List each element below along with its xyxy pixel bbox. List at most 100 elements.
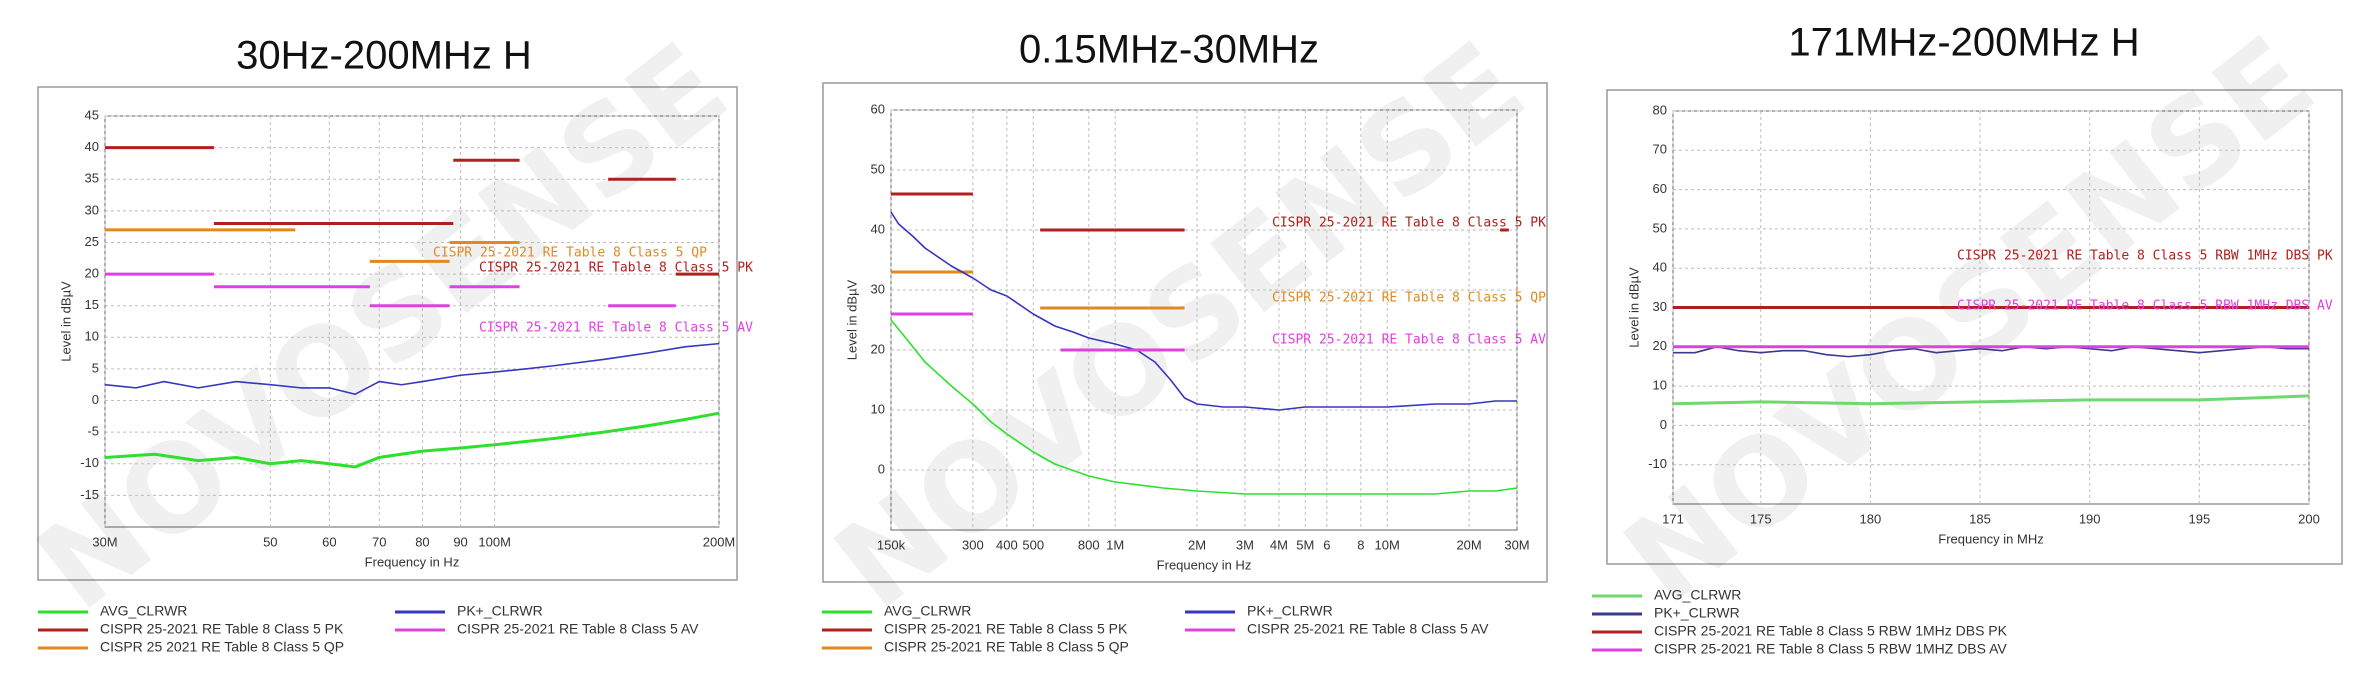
y-tick-label: 20 bbox=[85, 266, 99, 281]
y-tick-label: 35 bbox=[85, 171, 99, 186]
x-axis-label: Frequency in Hz bbox=[365, 554, 460, 569]
legend-label: CISPR 25-2021 RE Table 8 Class 5 QP bbox=[884, 639, 1129, 655]
x-tick-label: 20M bbox=[1456, 537, 1481, 552]
y-tick-label: 10 bbox=[1653, 378, 1667, 393]
series-line bbox=[104, 411, 720, 469]
x-tick-label: 200 bbox=[2298, 511, 2320, 526]
legend-label: PK+_CLRWR bbox=[1247, 603, 1333, 619]
x-tick-label: 70 bbox=[372, 534, 386, 549]
series-line bbox=[891, 312, 1185, 352]
legend-label: CISPR 25 2021 RE Table 8 Class 5 QP bbox=[100, 639, 344, 655]
legend-label: AVG_CLRWR bbox=[1654, 587, 1741, 603]
x-tick-label: 8 bbox=[1357, 537, 1364, 552]
y-tick-label: 20 bbox=[1653, 338, 1667, 353]
series-line bbox=[891, 270, 1185, 310]
x-tick-label: 100M bbox=[478, 534, 511, 549]
y-tick-label: 25 bbox=[85, 234, 99, 249]
legend-label: AVG_CLRWR bbox=[100, 603, 187, 619]
x-tick-label: 50 bbox=[263, 534, 277, 549]
legend-label: CISPR 25-2021 RE Table 8 Class 5 RBW 1MH… bbox=[1654, 641, 2007, 657]
legend-label: CISPR 25-2021 RE Table 8 Class 5 PK bbox=[884, 621, 1128, 637]
y-tick-label: 0 bbox=[878, 461, 885, 476]
x-axis-label: Frequency in Hz bbox=[1157, 557, 1252, 572]
y-tick-label: 20 bbox=[871, 341, 885, 356]
y-tick-label: 60 bbox=[1653, 181, 1667, 196]
annotation: CISPR 25-2021 RE Table 8 Class 5 RBW 1MH… bbox=[1957, 249, 2333, 264]
annotation: CISPR 25-2021 RE Table 8 Class 5 PK bbox=[479, 261, 753, 276]
chart-title: 171MHz-200MHz H bbox=[1788, 21, 2139, 65]
chart-title: 0.15MHz-30MHz bbox=[1019, 28, 1319, 72]
y-tick-label: -15 bbox=[80, 487, 99, 502]
x-tick-label: 200M bbox=[703, 534, 736, 549]
y-tick-label: 30 bbox=[85, 202, 99, 217]
y-tick-label: 60 bbox=[871, 101, 885, 116]
x-tick-label: 2M bbox=[1188, 537, 1206, 552]
y-tick-label: 10 bbox=[871, 401, 885, 416]
chart: 171MHz-200MHz HNOVOSENSE-100102030405060… bbox=[1592, 11, 2343, 657]
plot-area bbox=[890, 109, 1518, 531]
y-tick-label: 70 bbox=[1653, 142, 1667, 157]
legend-label: CISPR 25-2021 RE Table 8 Class 5 RBW 1MH… bbox=[1654, 623, 2008, 639]
x-tick-label: 5M bbox=[1296, 537, 1314, 552]
y-tick-label: 5 bbox=[92, 360, 99, 375]
x-tick-label: 30M bbox=[92, 534, 117, 549]
series-line bbox=[105, 228, 520, 263]
y-tick-label: -5 bbox=[87, 424, 99, 439]
x-tick-label: 180 bbox=[1860, 511, 1882, 526]
legend-label: CISPR 25-2021 RE Table 8 Class 5 AV bbox=[1247, 621, 1489, 637]
x-tick-label: 60 bbox=[322, 534, 336, 549]
x-tick-label: 6 bbox=[1323, 537, 1330, 552]
legend-label: CISPR 25-2021 RE Table 8 Class 5 PK bbox=[100, 621, 344, 637]
legend-label: PK+_CLRWR bbox=[457, 603, 543, 619]
annotation: CISPR 25-2021 RE Table 8 Class 5 AV bbox=[1272, 333, 1546, 348]
x-tick-label: 1M bbox=[1106, 537, 1124, 552]
x-tick-label: 300 bbox=[962, 537, 984, 552]
series-line bbox=[105, 272, 676, 308]
y-tick-label: 45 bbox=[85, 107, 99, 122]
annotation: CISPR 25-2021 RE Table 8 Class 5 QP bbox=[1272, 291, 1546, 306]
y-tick-label: 0 bbox=[1660, 417, 1667, 432]
legend-label: AVG_CLRWR bbox=[884, 603, 971, 619]
y-tick-label: 40 bbox=[85, 139, 99, 154]
x-tick-label: 500 bbox=[1022, 537, 1044, 552]
x-tick-label: 150k bbox=[877, 537, 906, 552]
y-tick-label: 0 bbox=[92, 392, 99, 407]
y-axis-label: Level in dBµV bbox=[58, 281, 73, 362]
annotation: CISPR 25-2021 RE Table 8 Class 5 QP bbox=[433, 246, 707, 261]
y-tick-label: 50 bbox=[871, 161, 885, 176]
y-tick-label: 40 bbox=[871, 221, 885, 236]
y-tick-label: 10 bbox=[85, 329, 99, 344]
x-tick-label: 90 bbox=[453, 534, 467, 549]
x-tick-label: 3M bbox=[1236, 537, 1254, 552]
x-tick-label: 800 bbox=[1078, 537, 1100, 552]
x-tick-label: 30M bbox=[1504, 537, 1529, 552]
x-axis-label: Frequency in MHz bbox=[1938, 531, 2043, 546]
y-tick-label: 30 bbox=[871, 281, 885, 296]
x-tick-label: 185 bbox=[1969, 511, 1991, 526]
series-line bbox=[890, 211, 1517, 411]
y-tick-label: -10 bbox=[80, 455, 99, 470]
series-line bbox=[1672, 394, 2310, 406]
series-line bbox=[104, 342, 720, 396]
x-tick-label: 10M bbox=[1375, 537, 1400, 552]
series-line bbox=[1673, 346, 2309, 358]
x-tick-label: 80 bbox=[415, 534, 429, 549]
y-axis-label: Level in dBµV bbox=[844, 279, 859, 360]
y-tick-label: 40 bbox=[1653, 260, 1667, 275]
annotation: CISPR 25-2021 RE Table 8 Class 5 RBW 1MH… bbox=[1957, 299, 2333, 314]
y-tick-label: 50 bbox=[1653, 220, 1667, 235]
y-axis-label: Level in dBµV bbox=[1626, 267, 1641, 348]
x-tick-label: 400 bbox=[996, 537, 1018, 552]
x-tick-label: 195 bbox=[2188, 511, 2210, 526]
annotation: CISPR 25-2021 RE Table 8 Class 5 AV bbox=[479, 321, 753, 336]
x-tick-label: 4M bbox=[1270, 537, 1288, 552]
x-tick-label: 190 bbox=[2079, 511, 2101, 526]
series-line bbox=[890, 319, 1518, 495]
chart-title: 30Hz-200MHz H bbox=[236, 34, 532, 78]
y-tick-label: 15 bbox=[85, 297, 99, 312]
x-tick-label: 171 bbox=[1662, 511, 1684, 526]
y-tick-label: -10 bbox=[1648, 456, 1667, 471]
